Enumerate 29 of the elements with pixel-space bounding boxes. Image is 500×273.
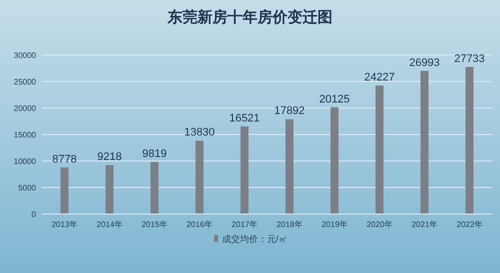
x-tick-label: 2020年 (366, 220, 392, 229)
x-tick-label: 2022年 (456, 220, 482, 229)
data-label: 16521 (229, 112, 260, 124)
y-tick-label: 20000 (14, 104, 37, 113)
data-label: 27733 (454, 53, 485, 66)
y-tick-label: 25000 (14, 78, 37, 86)
x-tick-label: 2016年 (186, 220, 212, 229)
data-label: 13830 (184, 126, 215, 139)
data-label: 17892 (274, 105, 305, 118)
y-tick-label: 30000 (14, 51, 37, 60)
x-tick-label: 2018年 (276, 220, 302, 229)
x-tick-label: 2019年 (322, 220, 348, 229)
y-tick-label: 15000 (14, 130, 37, 140)
x-tick-label: 2014年 (96, 220, 122, 229)
x-tick-label: 2021年 (412, 220, 438, 229)
x-tick-label: 2013年 (52, 220, 78, 229)
y-tick-label: 10000 (14, 157, 37, 166)
x-tick-label: 2015年 (142, 220, 168, 229)
y-tick-label: 5000 (18, 184, 37, 192)
data-label: 8778 (52, 153, 77, 166)
data-label: 26993 (409, 56, 440, 69)
chart-title: 东莞新房十年房价变迁图 (166, 8, 332, 26)
legend-label: 成交均价：元/㎡ (222, 234, 288, 244)
x-tick-label: 2017年 (232, 220, 258, 229)
data-label: 24227 (364, 72, 395, 84)
data-label: 9819 (142, 148, 167, 160)
y-tick-label: 0 (32, 210, 37, 219)
data-label: 9218 (97, 151, 122, 164)
data-label: 20125 (319, 93, 350, 106)
